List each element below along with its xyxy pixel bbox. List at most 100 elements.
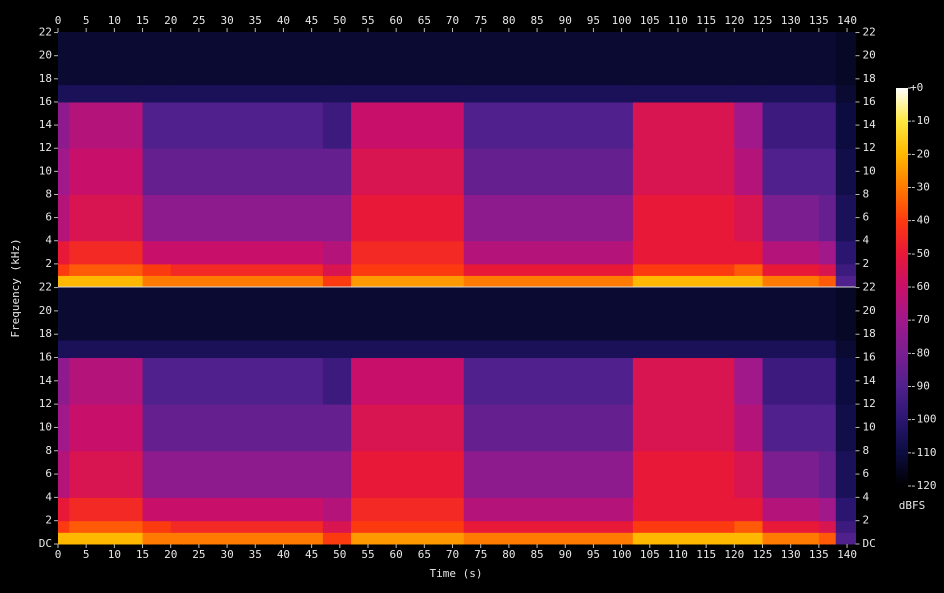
- spectrogram-cell: [632, 32, 735, 86]
- x-tick-label: 0: [55, 14, 62, 27]
- spectrogram-cell: [69, 32, 144, 86]
- spectrogram-cell: [734, 148, 764, 195]
- spectrogram-cell: [463, 357, 634, 405]
- y-tick-label: 20: [39, 304, 52, 317]
- colorbar-tick-label: -10: [910, 114, 930, 127]
- spectrogram-cell: [632, 101, 735, 149]
- spectrogram-cell: [632, 148, 735, 195]
- spectrogram-cell: [734, 101, 764, 149]
- y-tick-label: 2: [45, 257, 52, 270]
- x-tick-label: 60: [390, 14, 403, 27]
- spectrogram-cell: [463, 240, 634, 265]
- spectrogram-cell: [351, 340, 465, 359]
- spectrogram-cell: [142, 275, 172, 288]
- spectrogram-cell: [632, 450, 735, 498]
- spectrogram-cell: [818, 101, 837, 149]
- spectrogram-cell: [835, 194, 856, 242]
- spectrogram-cell: [322, 497, 352, 522]
- spectrogram-cell: [322, 450, 352, 498]
- spectrogram-cell: [351, 532, 465, 545]
- y-tick-label: 14: [863, 374, 877, 387]
- spectrogram-cell: [762, 240, 820, 265]
- y-tick-label: 14: [39, 118, 53, 131]
- spectrogram-cell: [351, 287, 465, 341]
- spectrogram-cell: [69, 520, 144, 533]
- spectrogram-cell: [322, 340, 352, 359]
- spectrogram-cell: [142, 287, 172, 341]
- spectrogram-cell: [835, 148, 856, 195]
- x-tick-label: 55: [361, 548, 374, 561]
- spectrogram-cell: [734, 450, 764, 498]
- y-tick-label: 2: [45, 514, 52, 527]
- spectrogram-cell: [170, 148, 324, 195]
- spectrogram-cell: [734, 194, 764, 242]
- spectrogram-cell: [818, 450, 837, 498]
- spectrogram-cell: [142, 32, 172, 86]
- colorbar-tick-label: -70: [910, 313, 930, 326]
- colorbar-tick-label: +0: [910, 81, 923, 94]
- x-tick-label: 30: [220, 548, 233, 561]
- spectrogram-cell: [835, 32, 856, 86]
- spectrogram-cell: [734, 497, 764, 522]
- spectrogram-cell: [632, 532, 735, 545]
- spectrogram-cell: [69, 450, 144, 498]
- spectrogram-cell: [170, 404, 324, 452]
- spectrogram-cell: [322, 84, 352, 103]
- x-tick-label: 65: [418, 14, 431, 27]
- spectrogram-cell: [463, 275, 634, 288]
- spectrogram-cell: [762, 148, 820, 195]
- spectrogram-cell: [463, 84, 634, 103]
- y-tick-label: 6: [45, 467, 52, 480]
- colorbar-tick-label: -60: [910, 280, 930, 293]
- spectrogram-cell: [58, 520, 70, 533]
- spectrogram-cell: [632, 240, 735, 265]
- x-tick-label: 10: [108, 548, 121, 561]
- spectrogram-cell: [170, 532, 324, 545]
- spectrogram-cell: [69, 357, 144, 405]
- spectrogram-cell: [322, 357, 352, 405]
- spectrogram-cell: [58, 148, 70, 195]
- y-tick-label: 18: [863, 72, 876, 85]
- spectrogram-cell: [632, 520, 735, 533]
- x-tick-label: 90: [559, 548, 572, 561]
- spectrogram-cell: [170, 287, 324, 341]
- spectrogram-cell: [632, 357, 735, 405]
- spectrogram-cell: [463, 450, 634, 498]
- spectrogram-cell: [322, 404, 352, 452]
- colorbar-tick-label: -100: [910, 413, 937, 426]
- spectrogram-cell: [632, 275, 735, 288]
- y-tick-label: 22: [39, 281, 52, 294]
- spectrogram-cell: [170, 194, 324, 242]
- x-tick-label: 75: [474, 14, 487, 27]
- spectrogram-cell: [632, 263, 735, 276]
- spectrogram-cell: [322, 101, 352, 149]
- spectrogram-cell: [734, 263, 764, 276]
- y-tick-label: 22: [863, 281, 876, 294]
- x-tick-label: 45: [305, 548, 318, 561]
- spectrogram-cell: [734, 357, 764, 405]
- spectrogram-cell: [58, 101, 70, 149]
- y-tick-label: 16: [863, 95, 876, 108]
- spectrogram-cell: [351, 240, 465, 265]
- x-tick-label: 40: [277, 14, 290, 27]
- spectrogram-cell: [818, 357, 837, 405]
- spectrogram-cell: [142, 148, 172, 195]
- x-tick-label: 40: [277, 548, 290, 561]
- x-tick-label: 125: [753, 548, 773, 561]
- y-axis-label: Frequency (kHz): [9, 238, 22, 337]
- spectrogram-cell: [762, 404, 820, 452]
- x-tick-label: 100: [612, 14, 632, 27]
- y-tick-label: 18: [39, 72, 52, 85]
- spectrogram-cell: [351, 275, 465, 288]
- x-tick-label: 115: [696, 548, 716, 561]
- x-tick-label: 80: [502, 548, 515, 561]
- spectrogram-cell: [58, 497, 70, 522]
- colorbar-tick-label: -80: [910, 346, 930, 359]
- spectrogram-cell: [58, 450, 70, 498]
- spectrogram-cell: [170, 497, 324, 522]
- x-tick-label: 105: [640, 14, 660, 27]
- y-tick-label: 4: [45, 490, 52, 503]
- spectrogram-cell: [762, 450, 820, 498]
- y-tick-label: 2: [863, 257, 870, 270]
- spectrogram-cell: [351, 263, 465, 276]
